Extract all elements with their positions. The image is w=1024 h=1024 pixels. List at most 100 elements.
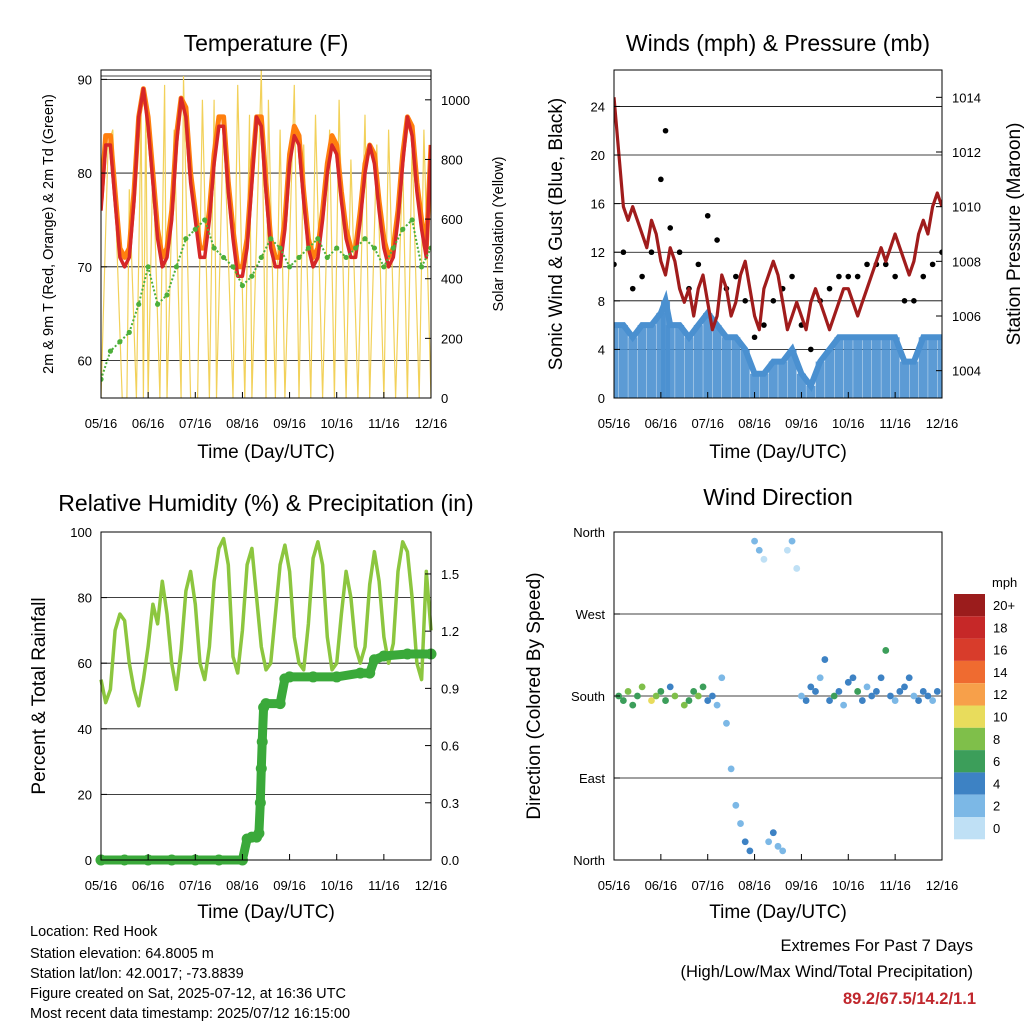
direction-point: [788, 537, 796, 545]
gust-point: [733, 273, 739, 280]
direction-xlabel: Time (Day/UTC): [709, 902, 847, 923]
wind-bar: [637, 325, 647, 398]
y-tick-label: 100: [70, 525, 92, 540]
direction-point: [723, 719, 730, 727]
direction-point: [887, 692, 894, 700]
speed-legend: 20+ 18 16 14 12 10 8 6 4 2 0: [954, 594, 1015, 840]
x-tick-label: 09/16: [273, 878, 306, 893]
x-tick-label: 09/16: [273, 416, 306, 431]
legend-swatch: [954, 660, 985, 684]
y2-tick-label: 1004: [952, 364, 981, 379]
x-tick-label: 06/16: [645, 416, 678, 431]
gust-point: [892, 273, 898, 280]
temperature-frame: [100, 69, 432, 399]
temperature-y2label: Solar Insolation (Yellow): [491, 156, 507, 311]
y2-tick-label: 0.0: [441, 853, 459, 868]
wind-bar: [665, 325, 675, 398]
gust-point: [676, 249, 683, 256]
y-tick-label: 16: [591, 197, 605, 212]
wind-bar: [796, 373, 806, 398]
wind-bar: [614, 325, 619, 398]
direction-ticks: 05/16 06/16 07/16 08/16 09/16 10/16 11/16 12/16…: [571, 525, 958, 893]
y-tick-label: 60: [78, 354, 92, 369]
direction-point: [741, 838, 749, 846]
direction-ylabel: Direction (Colored By Speed): [524, 572, 545, 819]
direction-point: [685, 697, 693, 704]
y2-tick-label: 1010: [952, 200, 981, 215]
y-tick-label: North: [573, 525, 605, 540]
wind-bar: [900, 361, 910, 398]
precip-point: [331, 671, 343, 683]
wind-bar: [618, 325, 628, 398]
temperature-marks: [101, 70, 431, 398]
direction-point: [891, 697, 899, 704]
wind-bar: [768, 361, 778, 398]
legend-label: 0: [993, 821, 1000, 836]
direction-point: [648, 697, 655, 704]
wind-bar: [712, 325, 722, 398]
winds-panel: Winds (mph) & Pressure (mb) 05/16 06/16 07…: [546, 30, 1024, 463]
wind-bar: [787, 349, 797, 398]
y2-tick-label: 800: [441, 152, 463, 167]
direction-point: [624, 688, 632, 695]
humidity-ticks: 05/16 06/16 07/16 08/16 09/16 10/16 11/16 12/16…: [70, 525, 459, 893]
station-info: Location: Red Hook Station elevation: 64…: [30, 924, 350, 1022]
humidity-title: Relative Humidity (%) & Precipitation (i…: [58, 490, 473, 516]
gust-point: [704, 212, 711, 219]
temperature-xlabel: Time (Day/UTC): [197, 442, 335, 463]
direction-point: [709, 692, 716, 700]
direction-point: [765, 838, 773, 846]
x-tick-label: 12/16: [415, 416, 448, 431]
info-recent: Most recent data timestamp: 2025/07/12 1…: [30, 1006, 350, 1022]
x-tick-label: 07/16: [691, 878, 724, 893]
x-tick-label: 08/16: [226, 416, 259, 431]
gust-point: [845, 273, 852, 280]
direction-point: [769, 829, 777, 837]
x-tick-label: 12/16: [415, 878, 448, 893]
precip-point: [253, 827, 265, 839]
wind-bar: [740, 349, 750, 398]
gust-point: [854, 273, 861, 280]
x-tick-label: 11/16: [368, 416, 400, 431]
gust-point: [864, 261, 870, 268]
direction-point: [694, 692, 702, 700]
extremes-subheading: (High/Low/Max Wind/Total Precipitation): [680, 963, 973, 981]
humidity-line: [99, 536, 433, 708]
temperature-ylabel: 2m & 9m T (Red, Orange) & 2m Td (Green): [41, 94, 57, 374]
y-tick-label: 80: [78, 166, 92, 181]
gust-point: [826, 285, 833, 292]
y2-tick-label: 1000: [441, 93, 470, 108]
direction-point: [746, 847, 754, 855]
direction-point: [760, 555, 768, 563]
direction-point: [868, 692, 876, 700]
direction-point: [704, 697, 712, 704]
gust-point: [714, 237, 720, 243]
x-tick-label: 05/16: [598, 878, 631, 893]
direction-point: [652, 692, 660, 700]
legend-label: 10: [993, 710, 1007, 725]
direction-point: [690, 688, 698, 695]
pressure-line: [614, 97, 942, 332]
direction-point: [901, 683, 908, 691]
precip-point: [284, 671, 296, 683]
direction-point: [737, 820, 744, 827]
gust-point: [742, 298, 748, 304]
direction-point: [905, 674, 913, 682]
direction-title: Wind Direction: [703, 484, 853, 510]
y-tick-label: 60: [78, 656, 92, 671]
y-tick-label: 8: [598, 294, 605, 309]
direction-point: [783, 546, 791, 554]
gust-point: [901, 298, 908, 304]
wind-bar: [684, 337, 694, 398]
legend-swatch: [954, 817, 985, 840]
direction-point: [634, 692, 641, 700]
info-latlon: Station lat/lon: 42.0017; -73.8839: [30, 966, 244, 982]
direction-point: [751, 537, 758, 545]
wind-bar: [703, 312, 713, 398]
y2-tick-label: 0.3: [441, 796, 459, 811]
y2-tick-label: 1006: [952, 309, 981, 324]
direction-point: [732, 801, 740, 809]
dewpoint-point: [183, 236, 189, 242]
info-created: Figure created on Sat, 2025-07-12, at 16…: [30, 986, 346, 1002]
wind-bar: [862, 337, 872, 398]
